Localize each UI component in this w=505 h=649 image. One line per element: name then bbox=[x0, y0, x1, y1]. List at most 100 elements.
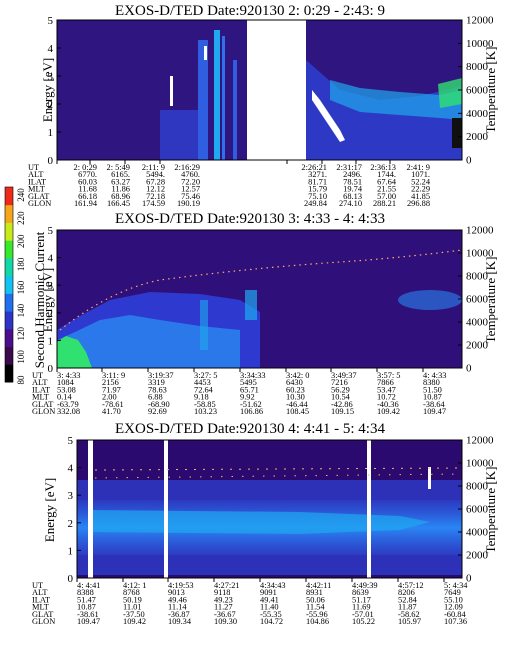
orbit-value: 4:42:11 bbox=[306, 581, 331, 590]
orbit-value: 53.47 bbox=[377, 385, 396, 394]
orbit-value: 66.18 bbox=[78, 192, 97, 201]
orbit-value: -46.44 bbox=[286, 400, 308, 409]
temperature-tick-label: 10000 bbox=[466, 458, 494, 470]
panel-1-title: EXOS-D/TED Date:920130 2: 0:29 - 2:43: 9 bbox=[115, 3, 385, 19]
orbit-value: 5494. bbox=[146, 170, 165, 179]
orbit-value: 3:57: 5 bbox=[377, 371, 401, 380]
orbit-row-label: ILAT bbox=[32, 385, 50, 394]
orbit-value: 81.71 bbox=[308, 177, 327, 186]
orbit-value: 51.50 bbox=[423, 385, 442, 394]
orbit-value: 68.96 bbox=[111, 192, 130, 201]
energy-tick-label: 1 bbox=[48, 127, 54, 139]
panel-3-temperature-label: Temperature [K] bbox=[483, 467, 498, 554]
orbit-value: -78.61 bbox=[102, 400, 124, 409]
panel-3-inner-band bbox=[90, 510, 430, 534]
colorbar-cell bbox=[5, 293, 13, 312]
orbit-value: 9013 bbox=[168, 588, 185, 597]
orbit-value: 6.88 bbox=[148, 393, 163, 402]
orbit-value: 60.03 bbox=[78, 177, 97, 186]
orbit-value: 60.23 bbox=[286, 385, 305, 394]
panel-1-hot-spot bbox=[438, 78, 462, 108]
panel-1-streak-b bbox=[214, 30, 220, 160]
orbit-value: 3:27: 5 bbox=[194, 371, 218, 380]
orbit-row-label: UT bbox=[32, 581, 43, 590]
panel-1-streak-a bbox=[198, 40, 208, 160]
orbit-value: 11.87 bbox=[398, 603, 417, 612]
orbit-value: 1084 bbox=[57, 378, 75, 387]
orbit-value: 8380 bbox=[423, 378, 440, 387]
panel-2-title: EXOS-D/TED Date:920130 3: 4:33 - 4: 4:33 bbox=[115, 211, 385, 227]
orbit-value: 5: 4:34 bbox=[444, 581, 468, 590]
orbit-value: 3319 bbox=[148, 378, 165, 387]
orbit-value: 288.21 bbox=[373, 199, 396, 208]
orbit-value: 15.79 bbox=[308, 185, 327, 194]
orbit-value: 2:16:29 bbox=[174, 163, 200, 172]
temperature-tick-label: 8000 bbox=[466, 481, 489, 493]
colorbar-cell bbox=[5, 222, 13, 241]
panel-3-gap-c bbox=[367, 440, 371, 578]
temperature-tick-label: 4000 bbox=[466, 317, 489, 329]
panel-2-plasma-core bbox=[57, 315, 240, 368]
panel-3-gap-a bbox=[88, 440, 93, 578]
panel-2-streak-b bbox=[245, 290, 257, 320]
panel-1-temperature-label: Temperature [K] bbox=[483, 47, 498, 134]
orbit-value: 4760. bbox=[181, 170, 200, 179]
orbit-value: 332.08 bbox=[57, 407, 80, 416]
panel-3-plot: 0 1 2 3 4 5 0 2000 4000 6000 8000 10000 12000 bbox=[68, 435, 495, 586]
panel-2-plot: 0 1 2 3 4 5 0 2000 4000 6000 8000 10000 12000 bbox=[48, 225, 495, 376]
orbit-row-label: GLON bbox=[28, 199, 51, 208]
orbit-value: -60.84 bbox=[444, 610, 466, 619]
temperature-tick-label: 0 bbox=[466, 363, 472, 375]
orbit-value: 7216 bbox=[331, 378, 348, 387]
temperature-tick-label: 8000 bbox=[466, 61, 489, 73]
orbit-value: 57.00 bbox=[377, 192, 396, 201]
panel-3-mark bbox=[428, 467, 431, 489]
orbit-value: 10.87 bbox=[423, 393, 442, 402]
orbit-value: 51.17 bbox=[352, 595, 371, 604]
panel-2-temperature-label: Temperature [K] bbox=[483, 257, 498, 344]
orbit-value: 4:57:12 bbox=[398, 581, 424, 590]
temperature-tick-label: 6000 bbox=[466, 504, 489, 516]
orbit-value: 63.27 bbox=[111, 177, 130, 186]
colorbar-tick-label: 140 bbox=[16, 303, 26, 317]
panel-1-data-gap bbox=[247, 20, 306, 160]
orbit-value: 109.47 bbox=[77, 617, 100, 626]
orbit-value: 8639 bbox=[352, 588, 369, 597]
orbit-value: -40.36 bbox=[377, 400, 399, 409]
orbit-value: 274.10 bbox=[339, 199, 362, 208]
panel-2-temperature-axis: 0 2000 4000 6000 8000 10000 12000 bbox=[458, 225, 494, 375]
panel-1-gap-mark-a bbox=[170, 76, 173, 106]
colorbar-cell bbox=[5, 364, 13, 383]
temperature-tick-label: 2000 bbox=[466, 550, 489, 562]
orbit-value: 78.51 bbox=[343, 177, 362, 186]
orbit-value: 7649 bbox=[444, 588, 461, 597]
panel-1-cusp-core bbox=[330, 80, 462, 120]
panel-1-white-trace bbox=[312, 90, 345, 142]
panel-2-tail-band bbox=[398, 290, 462, 310]
orbit-value: 52.84 bbox=[398, 595, 418, 604]
temperature-tick-label: 4000 bbox=[466, 108, 489, 120]
panel-1-energy-axis: 0 1 2 3 4 5 bbox=[48, 15, 61, 167]
colorbar-tick-label: 100 bbox=[16, 350, 26, 364]
orbit-value: 3: 4:33 bbox=[57, 371, 81, 380]
panel-1: EXOS-D/TED Date:920130 2: 0:29 - 2:43: 9… bbox=[28, 3, 498, 208]
orbit-value: 5495 bbox=[240, 378, 257, 387]
orbit-value: 65.71 bbox=[240, 385, 259, 394]
orbit-value: 19.74 bbox=[343, 185, 363, 194]
orbit-value: 7866 bbox=[377, 378, 394, 387]
orbit-value: 2:11: 9 bbox=[142, 163, 165, 172]
panel-1-gap-mark-b bbox=[204, 46, 207, 60]
orbit-value: 108.45 bbox=[286, 407, 309, 416]
orbit-value: 6430 bbox=[286, 378, 303, 387]
colorbar-tick-label: 160 bbox=[16, 280, 26, 294]
orbit-row-label: GLON bbox=[32, 407, 55, 416]
orbit-value: 2156 bbox=[102, 378, 119, 387]
orbit-value: -58.85 bbox=[194, 400, 216, 409]
orbit-row-label: ILAT bbox=[32, 595, 50, 604]
orbit-value: 67.64 bbox=[377, 177, 397, 186]
orbit-value: 50.19 bbox=[123, 595, 142, 604]
orbit-value: 109.42 bbox=[123, 617, 146, 626]
